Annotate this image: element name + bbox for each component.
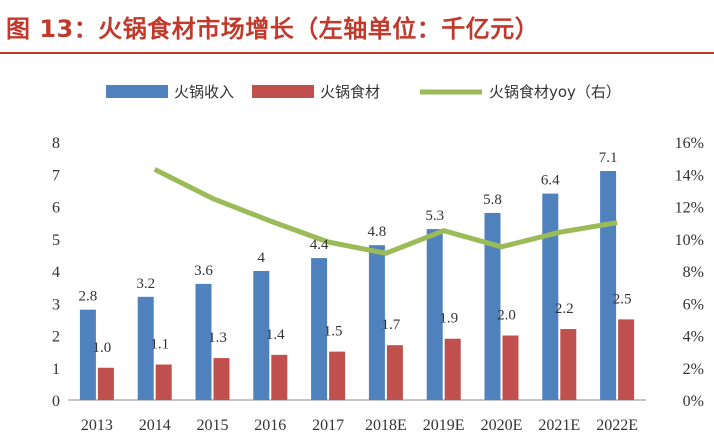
legend: 火锅收入 火锅食材 火锅食材yoy（右） [106, 83, 621, 101]
y-right-tick-label: 14% [675, 167, 704, 184]
y-left-tick-label: 5 [52, 232, 60, 249]
yoy-line [153, 167, 618, 256]
x-tick-label: 2021E [538, 417, 580, 434]
x-tick-label: 2017 [312, 417, 344, 434]
data-label-revenue: 6.4 [541, 173, 560, 189]
x-tick-label: 2022E [596, 417, 638, 434]
y-left-tick-label: 6 [52, 200, 60, 217]
bar-ingredients [560, 329, 577, 400]
legend-swatch-ingredients [252, 85, 314, 98]
y-right-tick-label: 16% [675, 135, 704, 152]
y-right-tick-label: 2% [683, 361, 704, 378]
data-label-ingredients: 2.2 [555, 301, 574, 317]
data-label-revenue: 3.2 [136, 276, 155, 292]
x-tick-label: 2020E [481, 417, 523, 434]
y-right-tick-label: 10% [675, 232, 704, 249]
data-label-revenue: 4.4 [310, 237, 329, 253]
bar-ingredients [271, 354, 288, 400]
bar-ingredients [155, 364, 172, 400]
data-label-revenue: 5.3 [425, 208, 444, 224]
bar-revenue [137, 296, 154, 400]
y-left-tick-label: 1 [52, 361, 60, 378]
y-right-tick-label: 0% [683, 393, 704, 410]
figure-title: 图 13：火锅食材市场增长（左轴单位：千亿元） [6, 15, 540, 43]
bar-ingredients [97, 367, 114, 400]
bar-revenue [311, 258, 328, 400]
bar-revenue [484, 212, 501, 400]
y-left-tick-label: 0 [52, 393, 60, 410]
title-divider [0, 52, 714, 54]
bar-revenue [368, 245, 385, 400]
y-left-tick-label: 3 [52, 296, 60, 313]
bar-ingredients [213, 358, 230, 400]
y-right-tick-label: 8% [683, 264, 704, 281]
bar-revenue [253, 271, 270, 400]
bars [79, 171, 635, 400]
y-right-tick-label: 12% [675, 200, 704, 217]
data-label-ingredients: 1.5 [324, 324, 343, 340]
data-label-ingredients: 1.9 [439, 311, 458, 327]
data-label-ingredients: 1.0 [93, 340, 112, 356]
bar-ingredients [386, 345, 403, 400]
yoy-line-layer [153, 167, 618, 256]
data-label-ingredients: 2.0 [497, 308, 516, 324]
y-left-tick-label: 8 [52, 135, 60, 152]
legend-swatch-revenue [106, 85, 168, 98]
y-left-tick-label: 2 [52, 329, 60, 346]
data-label-ingredients: 1.4 [266, 327, 285, 343]
bar-revenue [542, 193, 559, 400]
bar-revenue [79, 309, 96, 400]
x-tick-label: 2014 [139, 417, 171, 434]
bar-ingredients [329, 351, 346, 400]
data-label-revenue: 7.1 [599, 150, 618, 166]
data-label-revenue: 2.8 [79, 289, 98, 305]
y-right-tick-label: 6% [683, 296, 704, 313]
data-label-ingredients: 2.5 [613, 291, 632, 307]
bar-revenue [195, 283, 212, 400]
data-label-revenue: 5.8 [483, 192, 502, 208]
x-tick-label: 2013 [81, 417, 113, 434]
data-label-ingredients: 1.1 [150, 337, 169, 353]
bar-ingredients [618, 319, 635, 400]
bar-ingredients [444, 338, 461, 400]
x-tick-label: 2018E [365, 417, 407, 434]
y-left-tick-label: 7 [52, 167, 60, 184]
data-label-revenue: 4.8 [368, 224, 387, 240]
y-right-tick-label: 4% [683, 329, 704, 346]
legend-label-yoy: 火锅食材yoy（右） [489, 83, 621, 101]
bar-revenue [600, 171, 617, 400]
data-label-revenue: 4 [258, 250, 266, 266]
legend-label-revenue: 火锅收入 [174, 83, 234, 101]
data-label-revenue: 3.6 [194, 263, 213, 279]
data-label-ingredients: 1.7 [382, 317, 401, 333]
bar-revenue [426, 229, 443, 400]
y-left-tick-label: 4 [52, 264, 60, 281]
bar-ingredients [502, 335, 519, 400]
data-label-ingredients: 1.3 [208, 330, 227, 346]
x-tick-label: 2016 [254, 417, 286, 434]
x-tick-label: 2015 [197, 417, 229, 434]
data-labels: 2.8 1.0 3.2 1.1 3.6 1.3 4 1.4 4.4 1.5 4.8 1.7 5.3 1.9… [79, 150, 632, 356]
legend-label-ingredients: 火锅食材 [320, 83, 380, 101]
x-tick-label: 2019E [423, 417, 465, 434]
